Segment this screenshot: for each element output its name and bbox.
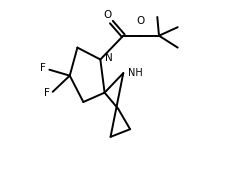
Text: NH: NH <box>128 68 142 78</box>
Text: F: F <box>40 63 46 73</box>
Text: N: N <box>104 53 112 63</box>
Text: F: F <box>44 89 50 98</box>
Text: O: O <box>136 16 144 26</box>
Text: O: O <box>103 10 111 20</box>
